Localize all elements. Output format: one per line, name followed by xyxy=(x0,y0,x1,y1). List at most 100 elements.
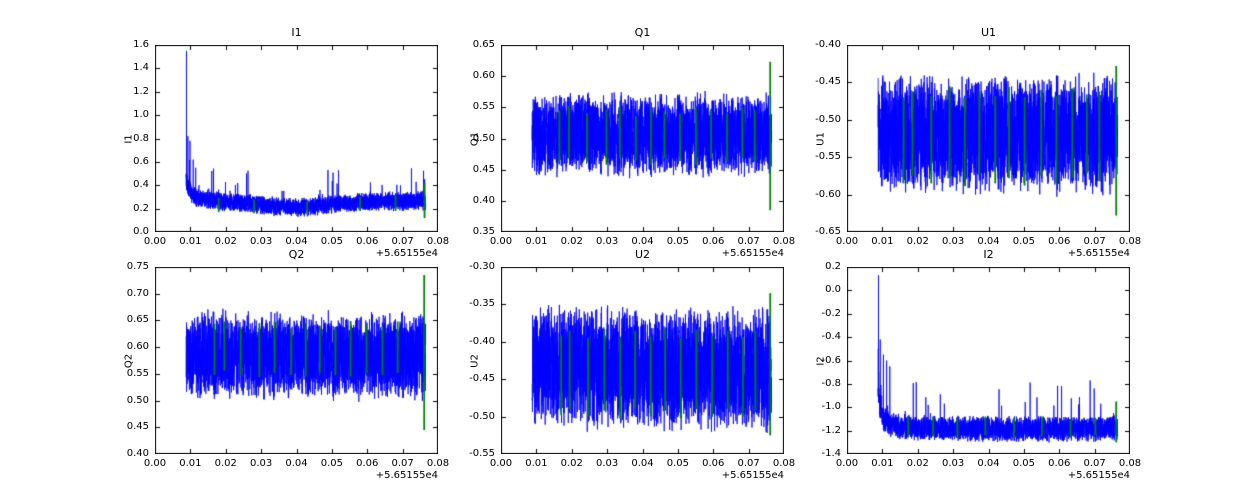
x-tick-label: 0.00 xyxy=(489,236,513,247)
y-tick-label: 0.40 xyxy=(126,448,149,459)
y-tick-label: 0.50 xyxy=(126,394,149,406)
x-tick-label: 0.04 xyxy=(977,458,1000,469)
y-tick-label: -0.40 xyxy=(469,335,495,347)
x-offset-label: +5.65155e4 xyxy=(375,248,438,259)
y-tick-label: -0.65 xyxy=(815,226,841,237)
y-tick-label: 1.6 xyxy=(133,39,149,50)
plot-title-U1: U1 xyxy=(980,26,997,39)
y-tick-label: 1.4 xyxy=(133,62,149,74)
x-tick-label: 0.01 xyxy=(871,236,894,247)
x-tick-label: 0.07 xyxy=(391,236,414,247)
y-tick-label: 0.0 xyxy=(825,284,841,296)
x-tick-label: 0.05 xyxy=(666,458,689,469)
y-tick-label: 0.45 xyxy=(472,163,495,175)
y-tick-label: -0.50 xyxy=(469,410,495,422)
x-tick-label: 0.04 xyxy=(285,236,308,247)
x-tick-label: 0.06 xyxy=(356,236,379,247)
x-tick-label: 0.03 xyxy=(941,458,965,469)
x-tick-label: 0.03 xyxy=(249,458,273,469)
x-tick-label: 0.06 xyxy=(702,458,725,469)
y-tick-label: -0.6 xyxy=(821,354,841,366)
x-tick-label: 0.00 xyxy=(835,236,859,247)
y-tick-label: -0.45 xyxy=(469,373,495,385)
x-tick-label: 0.05 xyxy=(1012,236,1035,247)
y-tick-label: -1.0 xyxy=(821,401,841,413)
subplot-I1: I1 I1 0.00 0.01 0.02 0.03 0.04 0.05 0.06 0.07 0.08… xyxy=(124,26,450,259)
plot-title-I2: I2 xyxy=(983,248,994,261)
plot-canvas-Q2 xyxy=(155,267,438,454)
plot-canvas-Q1 xyxy=(501,45,784,232)
x-tick-label: 0.06 xyxy=(1048,458,1071,469)
x-tick-label: 0.06 xyxy=(702,236,725,247)
subplot-U2: U2 U2 0.00 0.01 0.02 0.03 0.04 0.05 0.06 0.07 0.08… xyxy=(469,248,795,481)
plot-canvas-U2 xyxy=(501,267,784,454)
x-tick-label: 0.01 xyxy=(871,458,894,469)
x-tick-label: 0.01 xyxy=(179,458,202,469)
x-tick-label: 0.03 xyxy=(595,458,619,469)
subplot-Q2: Q2 Q2 0.00 0.01 0.02 0.03 0.04 0.05 0.06 0.07 0.08… xyxy=(124,248,450,481)
y-tick-label: -1.2 xyxy=(821,424,841,436)
x-tick-label: 0.00 xyxy=(489,458,513,469)
x-tick-label: 0.00 xyxy=(143,236,167,247)
y-tick-label: 0.0 xyxy=(133,226,149,237)
y-tick-label: 0.40 xyxy=(472,194,495,206)
y-tick-label: -0.4 xyxy=(821,331,841,343)
plot-title-Q2: Q2 xyxy=(288,248,305,261)
y-tick-label: -0.60 xyxy=(815,188,841,200)
y-tick-label: 0.60 xyxy=(472,70,495,82)
x-tick-label: 0.08 xyxy=(772,458,796,469)
x-offset-label: +5.65155e4 xyxy=(721,248,784,259)
x-tick-label: 0.01 xyxy=(179,236,202,247)
x-tick-label: 0.08 xyxy=(1118,458,1142,469)
plot-canvas-U1 xyxy=(847,45,1130,232)
x-tick-label: 0.02 xyxy=(560,458,583,469)
x-tick-label: 0.04 xyxy=(285,458,308,469)
subplot-I2: I2 I2 0.00 0.01 0.02 0.03 0.04 0.05 0.06 0.07 0.08… xyxy=(816,248,1142,481)
x-tick-label: 0.07 xyxy=(737,236,760,247)
plot-canvas-I2 xyxy=(847,267,1130,454)
x-tick-label: 0.02 xyxy=(906,236,929,247)
y-tick-label: 0.70 xyxy=(126,287,149,299)
subplot-Q1: Q1 Q1 0.00 0.01 0.02 0.03 0.04 0.05 0.06 0.07 0.08… xyxy=(470,26,796,259)
plot-title-I1: I1 xyxy=(291,26,302,39)
plot-title-U2: U2 xyxy=(634,248,651,261)
plot-canvas-I1 xyxy=(155,45,438,232)
x-tick-label: 0.02 xyxy=(214,236,237,247)
y-tick-label: -0.55 xyxy=(815,151,841,163)
y-tick-label: -0.50 xyxy=(815,113,841,125)
y-tick-label: 0.55 xyxy=(472,101,495,113)
x-offset-label: +5.65155e4 xyxy=(375,470,438,481)
y-tick-label: 0.65 xyxy=(126,314,149,326)
x-tick-label: 0.08 xyxy=(772,236,796,247)
x-tick-label: 0.04 xyxy=(631,236,654,247)
x-tick-label: 0.04 xyxy=(977,236,1000,247)
x-tick-label: 0.06 xyxy=(356,458,379,469)
y-tick-label: 0.65 xyxy=(472,39,495,50)
x-tick-label: 0.05 xyxy=(320,458,343,469)
x-tick-label: 0.00 xyxy=(835,458,859,469)
x-tick-label: 0.07 xyxy=(1083,236,1106,247)
x-tick-label: 0.07 xyxy=(737,458,760,469)
x-tick-label: 0.02 xyxy=(560,236,583,247)
y-tick-label: 0.55 xyxy=(126,367,149,379)
x-tick-label: 0.08 xyxy=(1118,236,1142,247)
y-tick-label: 1.0 xyxy=(133,109,149,121)
y-tick-label: 0.50 xyxy=(472,132,495,144)
y-tick-label: -0.45 xyxy=(815,76,841,88)
y-tick-label: -0.40 xyxy=(815,39,841,50)
x-tick-label: 0.07 xyxy=(1083,458,1106,469)
plot-title-Q1: Q1 xyxy=(634,26,651,39)
y-tick-label: -0.55 xyxy=(469,448,495,459)
y-tick-label: 0.60 xyxy=(126,341,149,353)
x-tick-label: 0.05 xyxy=(320,236,343,247)
y-tick-label: 0.6 xyxy=(133,155,149,167)
y-tick-label: 0.45 xyxy=(126,421,149,433)
x-tick-label: 0.01 xyxy=(525,458,548,469)
y-tick-label: -0.30 xyxy=(469,261,495,272)
y-tick-label: -0.2 xyxy=(821,307,841,319)
x-offset-label: +5.65155e4 xyxy=(721,470,784,481)
y-tick-label: -0.35 xyxy=(469,298,495,310)
x-tick-label: 0.04 xyxy=(631,458,654,469)
y-tick-label: 0.35 xyxy=(472,226,495,237)
